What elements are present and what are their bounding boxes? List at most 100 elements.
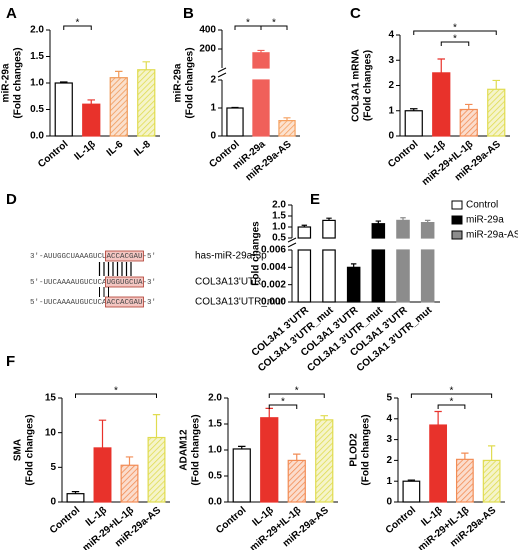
- y-tick-label: 15: [45, 393, 57, 404]
- error-bar: [71, 491, 80, 494]
- y-axis-label: (Fold changes): [13, 47, 24, 118]
- error-bar: [125, 456, 134, 466]
- bar: [147, 436, 166, 503]
- axis-break: [287, 237, 297, 248]
- panel-label: E: [310, 191, 320, 208]
- y-axis-label: SMA: [13, 439, 24, 461]
- y-tick-label: 4: [386, 413, 392, 424]
- significance-label: *: [450, 386, 454, 397]
- significance-label: *: [453, 23, 457, 34]
- y-axis-label: (Fold changes): [185, 47, 196, 118]
- error-bar: [257, 49, 265, 53]
- significance-bracket: [75, 393, 157, 398]
- error-bar: [87, 99, 96, 105]
- error-bar: [492, 79, 501, 90]
- y-tick-label: 1: [388, 105, 394, 116]
- seed-box: [105, 276, 144, 288]
- y-tick-label: 3: [388, 55, 394, 66]
- legend-swatch: [451, 200, 463, 210]
- bar: [459, 108, 478, 137]
- bar: [137, 69, 156, 137]
- bar: [287, 459, 306, 503]
- error-bar: [114, 70, 123, 78]
- significance-label: *: [76, 18, 80, 29]
- bar: [396, 249, 410, 303]
- bar: [429, 424, 448, 503]
- y-tick-label: 0.5: [30, 104, 44, 115]
- panel-label: B: [183, 5, 194, 22]
- sequence-name: has-miR-29a-3p: [195, 251, 267, 262]
- bar: [322, 249, 336, 303]
- error-bar: [487, 445, 496, 461]
- error-bar: [152, 414, 161, 438]
- y-tick-label: 1.0: [272, 222, 286, 233]
- legend-label: miR-29a: [466, 215, 504, 226]
- sequence: ACCACGAU: [107, 253, 143, 261]
- error-bar: [400, 217, 406, 221]
- bar: [487, 88, 506, 137]
- y-tick-label: 2: [386, 455, 392, 466]
- x-tick-label: IL-8: [132, 139, 153, 159]
- y-tick-label: 2.0: [208, 393, 222, 404]
- y-tick-label: 1: [386, 476, 392, 487]
- y-tick-label: 3: [386, 434, 392, 445]
- bar: [371, 223, 386, 239]
- error-bar: [409, 108, 418, 111]
- y-tick-label: 1.0: [30, 78, 44, 89]
- error-bar: [434, 410, 442, 426]
- error-bar: [424, 219, 431, 223]
- bar: [109, 77, 128, 137]
- sequence-name: COL3A13'UTR: [195, 277, 261, 288]
- bar: [455, 458, 474, 503]
- error-bar: [265, 407, 274, 418]
- bar: [420, 249, 435, 303]
- error-bar: [237, 445, 246, 449]
- significance-bracket: [437, 404, 466, 409]
- significance-bracket: [63, 25, 92, 30]
- y-axis-label: (Fold changes): [361, 414, 372, 485]
- diagram-d: D: [6, 191, 17, 208]
- y-tick-label: 2: [388, 80, 394, 91]
- y-tick-label: 1.0: [208, 445, 222, 456]
- y-tick-label: 0.5: [272, 233, 286, 244]
- error-bar: [437, 58, 446, 73]
- y-axis-label: miR-29a: [173, 63, 184, 102]
- y-tick-label: 0.0: [30, 131, 44, 142]
- sequence-name: COL3A13'UTR_mut: [195, 297, 284, 308]
- legend-swatch: [451, 230, 463, 240]
- bar: [232, 448, 251, 503]
- bar: [297, 249, 312, 303]
- error-bar: [142, 61, 151, 70]
- y-axis-label: ADAM12: [179, 429, 190, 471]
- significance-label: *: [453, 34, 457, 45]
- error-bar: [350, 263, 357, 268]
- x-tick-label: Control: [214, 505, 248, 536]
- y-axis-label: Fold changes: [251, 221, 262, 286]
- x-tick-label: Control: [36, 139, 70, 170]
- panel-label: A: [6, 5, 17, 22]
- bar: [371, 249, 386, 303]
- bar: [346, 266, 361, 303]
- chart-panel: A 0.0 0.5 1.0 1.5 2.0 miR-29a (Fold changes) Con…: [1, 5, 160, 170]
- y-axis-label: PLOD2: [349, 433, 360, 467]
- x-tick-label: Control: [48, 505, 82, 536]
- significance-bracket: [260, 25, 288, 30]
- significance-bracket: [440, 41, 470, 46]
- bar: [252, 79, 270, 137]
- error-bar: [326, 217, 332, 221]
- bar: [297, 226, 312, 239]
- sequence: 5'-UUCAAAAUGUCUCA: [30, 299, 107, 307]
- panel-label: D: [6, 191, 17, 208]
- bar: [396, 219, 410, 239]
- x-tick-label: Control: [384, 505, 418, 536]
- sequence-row: 3'-AUUGGCUAAAGUCU ACCACGAU -5' has-miR-29a-…: [30, 250, 267, 262]
- bar: [66, 493, 85, 503]
- sequence: UGGUGCUA: [107, 279, 143, 287]
- y-tick-label: 10: [45, 427, 57, 438]
- x-tick-label: IL-1β: [73, 139, 98, 163]
- sequence: -3': [143, 299, 157, 307]
- y-axis-label: (Fold changes): [363, 50, 374, 121]
- y-axis-label: (Fold changes): [25, 414, 36, 485]
